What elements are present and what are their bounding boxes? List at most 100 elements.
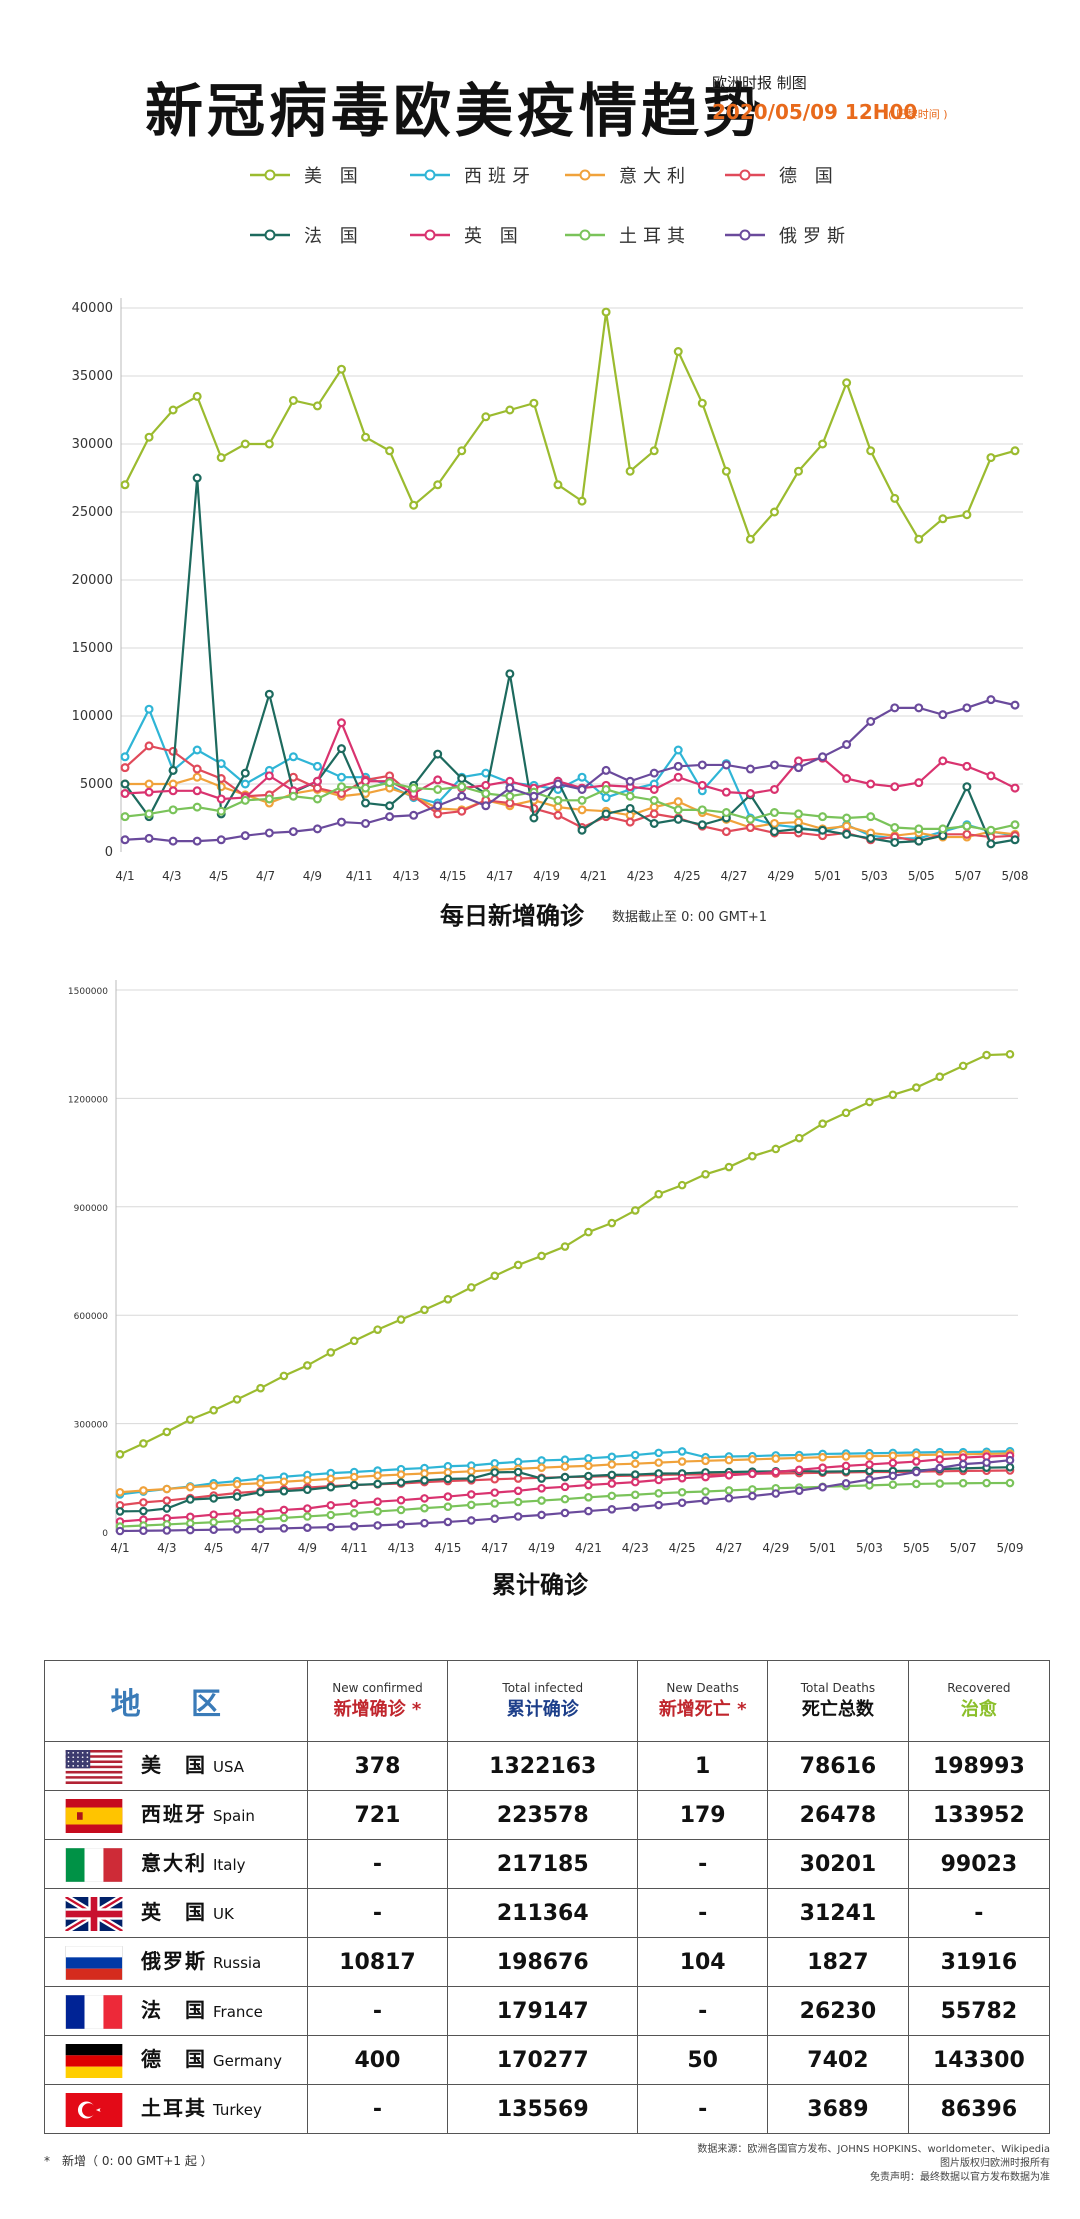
x-tick-label: 5/03 bbox=[861, 869, 888, 883]
data-point bbox=[677, 1473, 687, 1483]
data-point bbox=[505, 405, 515, 415]
data-point bbox=[560, 1462, 570, 1471]
data-point bbox=[373, 1497, 382, 1506]
legend-swatch bbox=[410, 229, 450, 241]
data-point bbox=[537, 1510, 546, 1520]
legend-label: 美 国 bbox=[304, 166, 364, 187]
data-point bbox=[748, 1469, 757, 1479]
table-cell: 223578 bbox=[447, 1790, 639, 1840]
data-point bbox=[303, 1476, 312, 1485]
data-point bbox=[890, 823, 900, 833]
data-point bbox=[914, 824, 924, 834]
data-point bbox=[264, 794, 274, 804]
data-point bbox=[396, 1470, 406, 1479]
legend-swatch bbox=[725, 229, 765, 241]
table-cell: 721 bbox=[306, 1790, 449, 1840]
data-point bbox=[962, 510, 972, 520]
data-point bbox=[513, 1467, 523, 1477]
data-point bbox=[537, 1474, 546, 1483]
legend-swatch bbox=[565, 229, 605, 241]
data-point bbox=[630, 1477, 640, 1487]
data-point bbox=[673, 797, 683, 807]
data-point bbox=[724, 1455, 734, 1465]
x-tick-label: 4/9 bbox=[298, 1541, 317, 1555]
data-point bbox=[326, 1482, 336, 1492]
legend-swatch bbox=[725, 169, 765, 181]
table-cell: 31241 bbox=[767, 1888, 909, 1938]
data-point bbox=[457, 782, 467, 792]
table-cell: 198676 bbox=[447, 1937, 639, 1987]
data-point bbox=[420, 1305, 429, 1315]
data-point bbox=[701, 1456, 710, 1466]
data-point bbox=[303, 1504, 312, 1513]
usa-flag bbox=[65, 1749, 123, 1784]
x-tick-label: 4/25 bbox=[674, 869, 701, 883]
data-point bbox=[673, 761, 683, 771]
data-point bbox=[721, 827, 731, 837]
data-point bbox=[866, 716, 876, 726]
data-point bbox=[935, 1072, 945, 1082]
table-cell: 133952 bbox=[907, 1790, 1051, 1840]
data-point bbox=[560, 1494, 570, 1504]
data-point bbox=[962, 821, 972, 831]
data-point bbox=[866, 833, 876, 843]
data-point bbox=[443, 1502, 453, 1512]
data-point bbox=[373, 1471, 382, 1480]
data-point bbox=[584, 1506, 593, 1516]
data-point bbox=[162, 1484, 172, 1494]
y-tick-label: 20000 bbox=[72, 573, 113, 588]
data-point bbox=[794, 466, 804, 476]
data-point bbox=[890, 782, 900, 792]
uk-flag bbox=[65, 1896, 123, 1931]
data-point bbox=[625, 791, 635, 801]
data-point bbox=[724, 1162, 734, 1172]
data-point bbox=[745, 764, 755, 774]
data-point bbox=[336, 772, 346, 782]
data-point bbox=[490, 1271, 500, 1281]
col-header-new-confirmed: New confirmed 新增确诊 * bbox=[306, 1660, 449, 1742]
data-point bbox=[771, 1454, 781, 1463]
data-point bbox=[553, 779, 563, 789]
country-name-en: USA bbox=[213, 1757, 245, 1776]
legend-item: 土耳其 bbox=[565, 222, 691, 248]
data-point bbox=[232, 1524, 242, 1534]
data-point bbox=[120, 779, 130, 789]
daily-chart-title: 每日新增确诊 bbox=[440, 902, 584, 930]
country-name-en: Russia bbox=[213, 1953, 262, 1972]
data-point bbox=[279, 1524, 289, 1533]
table-cell: 400 bbox=[306, 2035, 449, 2085]
data-point bbox=[1010, 700, 1020, 710]
data-point bbox=[673, 772, 683, 782]
table-cell: 170277 bbox=[447, 2035, 639, 2085]
data-point bbox=[467, 1500, 476, 1510]
data-point bbox=[630, 1459, 640, 1469]
data-point bbox=[168, 405, 178, 415]
data-point bbox=[888, 1480, 898, 1489]
data-point bbox=[537, 1456, 546, 1465]
data-point bbox=[139, 1506, 148, 1516]
data-point bbox=[986, 695, 996, 705]
data-point bbox=[216, 794, 226, 804]
data-point bbox=[958, 1453, 968, 1462]
data-point bbox=[938, 710, 948, 720]
data-point bbox=[349, 1499, 359, 1508]
data-point bbox=[336, 782, 346, 792]
data-point bbox=[162, 1427, 172, 1437]
data-point bbox=[625, 776, 635, 786]
data-point bbox=[677, 1180, 687, 1190]
data-point bbox=[288, 395, 298, 405]
data-point bbox=[745, 814, 755, 824]
y-tick-label: 1200000 bbox=[68, 1095, 108, 1105]
table-cell: 55782 bbox=[907, 1986, 1051, 2036]
data-point bbox=[654, 1475, 663, 1485]
data-point bbox=[420, 1518, 429, 1528]
x-tick-label: 4/3 bbox=[157, 1541, 176, 1555]
data-point bbox=[982, 1458, 991, 1467]
data-point bbox=[553, 480, 563, 490]
series-path bbox=[119, 1053, 1011, 1456]
data-point bbox=[958, 1459, 968, 1469]
data-point bbox=[139, 1439, 148, 1448]
x-tick-label: 4/27 bbox=[720, 869, 747, 883]
data-point bbox=[505, 791, 515, 801]
timezone-note: ( 巴黎时间 ) bbox=[888, 108, 948, 121]
